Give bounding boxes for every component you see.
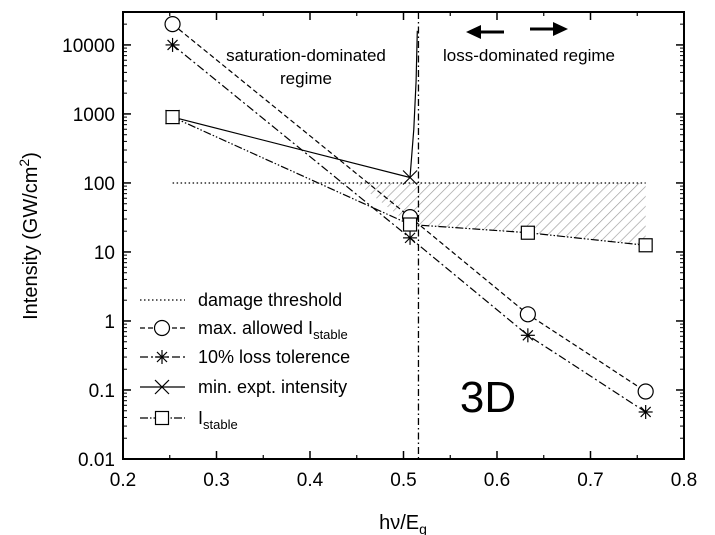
legend-label-damage: damage threshold <box>198 290 342 310</box>
arrow-right-icon <box>530 22 568 36</box>
y-tick-label: 10 <box>94 243 115 264</box>
series-line-loss_tol <box>172 44 647 413</box>
data-point-i_stable-1 <box>402 217 418 232</box>
data-point-i_stable-0 <box>165 109 180 125</box>
legend-label-min-expt: min. expt. intensity <box>198 377 347 397</box>
y-axis-label-sup: 2 <box>16 159 32 167</box>
axes: 0.2 0.3 0.4 0.5 0.6 0.7 0.8 0.01 0.1 1 10 100 1000 10… <box>62 11 697 491</box>
plot-area <box>164 12 654 459</box>
y-tick-label: 100 <box>83 174 115 195</box>
x-tick-label: 0.8 <box>671 470 697 491</box>
y-tick-label: 0.1 <box>89 381 115 402</box>
x-tick-label: 0.4 <box>297 470 324 491</box>
x-axis-label-sub: g <box>419 521 427 535</box>
data-point-max_allowed-2 <box>519 306 536 323</box>
x-tick-label: 0.5 <box>390 470 416 491</box>
data-point-loss_tol-2 <box>520 328 535 343</box>
series-line-max_allowed <box>172 23 647 393</box>
series-line-min_expt <box>172 116 411 179</box>
data-point-i_stable-3 <box>638 238 653 253</box>
annotation-saturation: saturation-dominated <box>226 46 386 65</box>
legend: damage threshold max. allowed Istable 10… <box>140 290 350 432</box>
legend-entry-damage: damage threshold <box>140 290 342 310</box>
panel-tag: 3D <box>460 373 516 422</box>
legend-entry-i-stable: Istable <box>140 408 238 432</box>
y-tick-label: 1000 <box>73 105 115 126</box>
hatched-region <box>356 182 646 246</box>
data-point-max_allowed-0 <box>164 16 181 33</box>
legend-label-i-stable-sub: stable <box>203 417 238 432</box>
y-tick-label: 1 <box>104 312 115 333</box>
arrow-left-icon <box>466 25 504 39</box>
y-axis-label: Intensity (GW/cm2) <box>16 152 42 320</box>
data-point-loss_tol-1 <box>403 230 418 245</box>
y-tick-label: 10000 <box>62 36 115 57</box>
legend-entry-max-allowed: max. allowed Istable <box>140 318 348 342</box>
data-point-min_expt-1 <box>402 170 418 185</box>
legend-label-i-stable: Istable <box>198 408 238 432</box>
data-point-loss_tol-0 <box>165 37 180 52</box>
legend-label-max-allowed: max. allowed Istable <box>198 318 348 342</box>
legend-entry-min-expt: min. expt. intensity <box>140 377 347 397</box>
legend-label-loss-tolerance: 10% loss tolerence <box>198 347 350 367</box>
data-point-max_allowed-3 <box>637 383 654 400</box>
data-point-i_stable-2 <box>520 225 535 240</box>
y-axis-label-end: ) <box>20 152 42 159</box>
legend-label-max-allowed-sub: stable <box>313 327 348 342</box>
x-axis-label: hν/Eg <box>379 512 427 535</box>
x-tick-label: 0.6 <box>484 470 510 491</box>
x-tick-label: 0.2 <box>110 470 136 491</box>
x-tick-label: 0.3 <box>203 470 229 491</box>
annotation-loss: loss-dominated regime <box>443 46 615 65</box>
annotation-saturation-regime: regime <box>280 69 332 88</box>
series-line-i_stable <box>172 116 646 246</box>
data-point-loss_tol-3 <box>638 404 653 419</box>
series-curve-min_expt <box>409 30 418 178</box>
legend-entry-loss-tolerance: 10% loss tolerence <box>140 347 350 367</box>
x-tick-label: 0.7 <box>577 470 603 491</box>
y-tick-label: 0.01 <box>78 450 115 471</box>
